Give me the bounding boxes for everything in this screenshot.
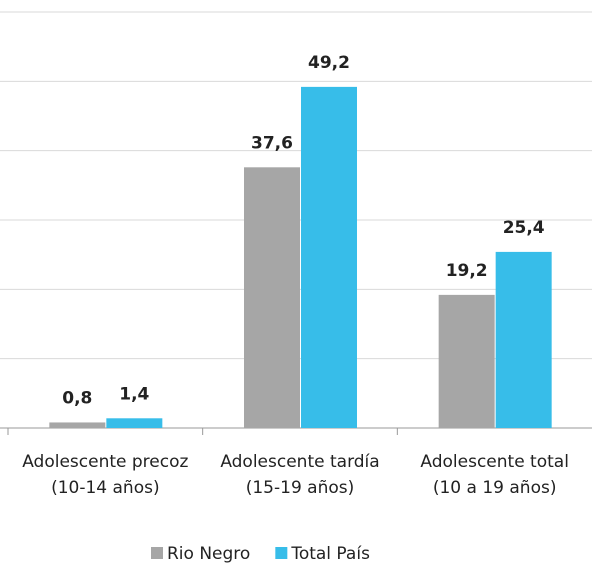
legend-swatch bbox=[151, 547, 163, 559]
x-tick-label: Adolescente total bbox=[420, 452, 569, 472]
bar bbox=[495, 251, 552, 428]
x-tick-label: Adolescente tardía bbox=[220, 452, 379, 472]
bar bbox=[244, 167, 300, 428]
legend-label: Total País bbox=[290, 544, 370, 564]
x-tick-label: Adolescente precoz bbox=[22, 452, 188, 472]
x-tick-label: (15-19 años) bbox=[246, 478, 355, 498]
legend-label: Rio Negro bbox=[167, 544, 250, 564]
x-tick-label: (10-14 años) bbox=[51, 478, 160, 498]
bar bbox=[438, 294, 495, 428]
bar bbox=[106, 418, 163, 428]
value-label: 49,2 bbox=[308, 53, 350, 73]
value-label: 19,2 bbox=[446, 261, 488, 281]
value-label: 1,4 bbox=[119, 384, 149, 404]
legend-swatch bbox=[275, 547, 288, 559]
value-label: 0,8 bbox=[62, 388, 92, 408]
x-tick-label: (10 a 19 años) bbox=[433, 478, 557, 498]
bar bbox=[49, 422, 106, 428]
value-label: 25,4 bbox=[503, 218, 545, 238]
bar bbox=[301, 86, 357, 428]
value-label: 37,6 bbox=[251, 133, 293, 153]
